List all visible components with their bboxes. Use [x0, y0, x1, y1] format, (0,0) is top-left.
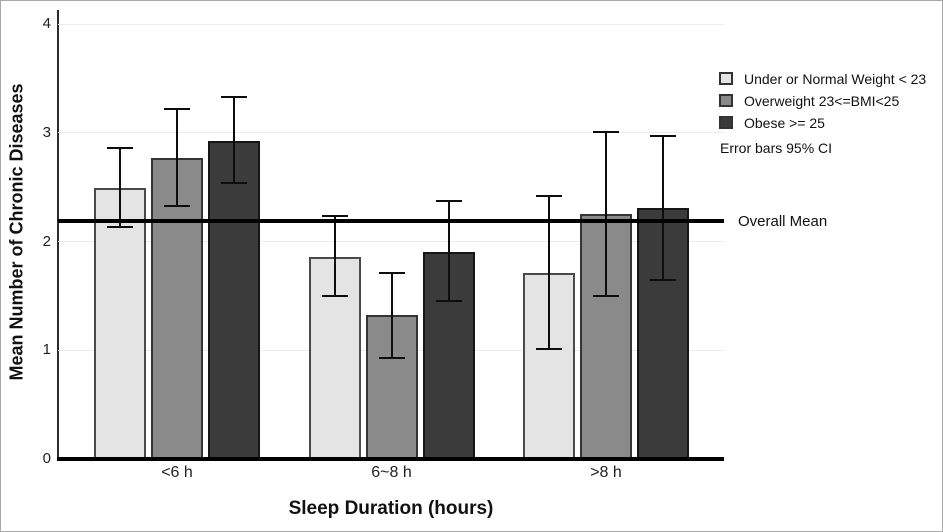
- error-bar-cap-bottom: [321, 294, 348, 297]
- legend-label: Obese >= 25: [744, 114, 825, 131]
- error-bar-cap-top: [536, 194, 562, 197]
- error-bar: [321, 215, 348, 297]
- x-tick-label: >8 h: [590, 464, 622, 481]
- error-bar: [221, 95, 247, 184]
- error-bar-cap-bottom: [378, 356, 405, 359]
- bar: [422, 252, 475, 459]
- error-bar: [593, 130, 619, 297]
- gridline: [58, 132, 724, 134]
- error-bar-line: [333, 215, 336, 297]
- bar: [94, 188, 146, 459]
- x-tick-label: <6 h: [161, 464, 193, 481]
- bar: [151, 157, 203, 459]
- legend: Under or Normal Weight < 23 Overweight 23…: [719, 70, 926, 136]
- legend-item: Overweight 23<=BMI<25: [719, 92, 926, 109]
- error-bars-note: Error bars 95% CI: [720, 140, 833, 156]
- y-tick-label: 1: [42, 341, 51, 359]
- x-axis-line: [57, 457, 724, 461]
- error-bar-line: [233, 95, 235, 184]
- error-bar-line: [662, 134, 664, 281]
- error-bar-line: [447, 200, 450, 303]
- error-bar: [107, 146, 133, 229]
- y-tick-label: 3: [42, 123, 51, 141]
- error-bar-line: [119, 146, 121, 229]
- error-bar-cap-top: [107, 146, 133, 149]
- gridline: [58, 23, 724, 25]
- legend-item: Obese >= 25: [719, 114, 926, 131]
- error-bar-line: [548, 194, 550, 351]
- error-bar-cap-top: [321, 215, 348, 218]
- error-bar: [435, 200, 462, 303]
- error-bar-cap-bottom: [650, 278, 676, 281]
- overall-mean-label: Overall Mean: [738, 212, 828, 230]
- x-tick-label: 6~8 h: [371, 464, 412, 481]
- legend-swatch: [719, 94, 733, 107]
- overall-mean-line: [58, 218, 724, 223]
- legend-swatch: [719, 116, 733, 129]
- gridline: [58, 241, 724, 242]
- error-bar-cap-bottom: [536, 348, 562, 351]
- error-bar-cap-top: [435, 200, 462, 203]
- error-bar: [536, 194, 562, 351]
- error-bar-cap-top: [164, 107, 190, 110]
- y-tick-label: 4: [42, 15, 51, 32]
- legend-swatch: [719, 72, 733, 85]
- plot-area: [58, 10, 724, 459]
- y-tick-label: 2: [42, 232, 51, 250]
- error-bar: [378, 271, 405, 359]
- error-bar-cap-bottom: [164, 204, 190, 207]
- error-bar-cap-bottom: [221, 181, 247, 184]
- error-bar-cap-top: [221, 95, 247, 98]
- bar: [208, 141, 260, 459]
- error-bar-cap-bottom: [107, 226, 133, 229]
- error-bar-line: [176, 107, 178, 207]
- y-axis-line: [57, 10, 59, 459]
- error-bar: [164, 107, 190, 207]
- error-bar-cap-top: [593, 130, 619, 133]
- y-tick-label: 0: [42, 450, 51, 467]
- error-bar-line: [390, 271, 393, 359]
- legend-label: Overweight 23<=BMI<25: [744, 92, 900, 109]
- error-bar-cap-top: [378, 271, 405, 274]
- error-bar-line: [605, 130, 607, 297]
- error-bar-cap-bottom: [435, 300, 462, 303]
- error-bar: [650, 134, 676, 281]
- x-axis-title: Sleep Duration (hours): [288, 498, 494, 519]
- legend-item: Under or Normal Weight < 23: [719, 70, 926, 87]
- legend-label: Under or Normal Weight < 23: [744, 70, 927, 87]
- error-bar-cap-bottom: [593, 294, 619, 297]
- error-bar-cap-top: [650, 134, 676, 137]
